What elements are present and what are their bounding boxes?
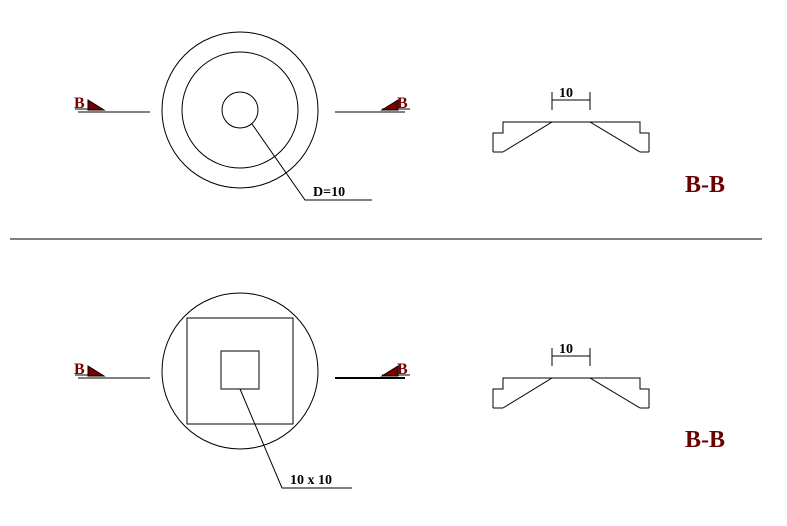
profile-slope-left: [502, 377, 553, 409]
inner-circle: [181, 51, 299, 169]
square-hole: [220, 350, 260, 390]
section-letter-left: B: [74, 361, 85, 378]
dimension-label: 10: [559, 86, 573, 101]
top-section-profile: 10: [492, 86, 650, 153]
profile-outline: [492, 121, 650, 152]
profile-outline: [492, 377, 650, 408]
top-section-marker-left: B: [74, 95, 150, 113]
section-arrow-left-icon: [87, 99, 106, 111]
section-title: B-B: [685, 427, 725, 453]
bottom-section-profile: 10: [492, 342, 650, 409]
profile-slope-right: [589, 377, 641, 409]
outer-circle: [161, 292, 319, 450]
round-hole: [221, 91, 259, 129]
section-letter-right: B: [397, 95, 408, 112]
section-arrow-left-icon: [87, 365, 106, 377]
top-detail: D=10 B B 10 B-B: [74, 31, 725, 201]
hole-leader-line: [239, 388, 352, 489]
outer-circle: [161, 31, 319, 189]
top-plan-view: D=10: [161, 31, 372, 201]
hole-leader-line: [251, 123, 372, 201]
bottom-detail: 10 x 10 B B 10 B-B: [74, 292, 725, 489]
section-letter-right: B: [397, 361, 408, 378]
section-title: B-B: [685, 172, 725, 198]
dimension-label: 10: [559, 342, 573, 357]
section-letter-left: B: [74, 95, 85, 112]
bottom-section-marker-left: B: [74, 361, 150, 379]
outer-square: [186, 317, 294, 425]
bottom-section-marker-right: B: [335, 361, 410, 379]
profile-slope-right: [589, 121, 641, 153]
section-arrow-right-icon: [380, 99, 399, 111]
hole-size-label: 10 x 10: [290, 473, 332, 488]
top-section-marker-right: B: [335, 95, 410, 113]
profile-slope-left: [502, 121, 553, 153]
hole-diameter-label: D=10: [313, 185, 345, 200]
bottom-plan-view: 10 x 10: [161, 292, 352, 489]
section-arrow-right-icon: [380, 365, 399, 377]
